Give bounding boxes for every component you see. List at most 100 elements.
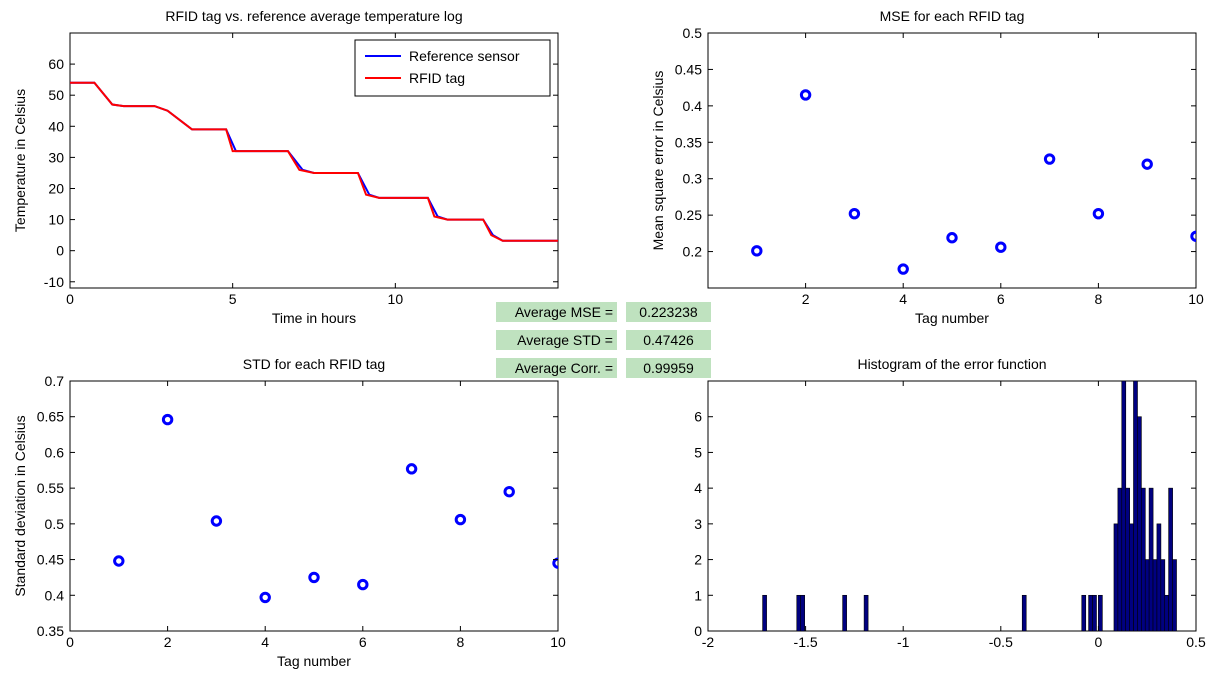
x-tick-label: 4 xyxy=(899,291,907,307)
y-tick-label: 0.5 xyxy=(45,516,65,532)
histogram-bar xyxy=(1156,523,1162,631)
y-tick-label: 60 xyxy=(48,56,64,72)
scatter-point xyxy=(210,515,223,527)
y-tick-label: 0.6 xyxy=(45,444,65,460)
scatter-point xyxy=(454,513,467,526)
y-tick-label: 1 xyxy=(694,587,702,603)
data-layer xyxy=(762,381,1177,631)
scatter-point xyxy=(751,245,763,257)
x-tick-label: -0.5 xyxy=(989,634,1013,650)
y-tick-label: 0.2 xyxy=(683,244,703,260)
histogram-bar xyxy=(1160,559,1166,631)
histogram-bar xyxy=(863,594,869,631)
histogram-bar xyxy=(1021,594,1027,631)
y-axis-label: Temperature in Celsius xyxy=(12,89,28,232)
x-tick-label: 6 xyxy=(997,291,1005,307)
scatter-point xyxy=(995,241,1007,253)
y-tick-label: 3 xyxy=(694,516,702,532)
histogram-bar xyxy=(1088,594,1093,631)
y-tick-label: 0.25 xyxy=(675,207,702,223)
x-axis-label: Tag number xyxy=(277,653,351,669)
y-tick-label: 0.4 xyxy=(683,98,703,114)
x-tick-label: 10 xyxy=(388,291,404,307)
y-tick-label: 0.65 xyxy=(37,409,64,425)
histogram-bar xyxy=(1133,381,1138,631)
histogram-bar xyxy=(1144,559,1150,631)
y-tick-label: 0.5 xyxy=(683,25,703,41)
histogram-bar xyxy=(842,594,847,631)
legend-label: RFID tag xyxy=(409,70,465,86)
y-tick-label: 0 xyxy=(56,243,64,259)
series-line-2 xyxy=(70,81,558,242)
histogram-bar xyxy=(1121,381,1127,631)
x-tick-label: 0 xyxy=(66,291,74,307)
x-tick-label: 2 xyxy=(802,291,810,307)
scatter-point xyxy=(1190,230,1196,242)
x-tick-label: -2 xyxy=(702,634,715,650)
data-layer xyxy=(751,89,1196,275)
x-tick-label: 6 xyxy=(359,634,367,650)
y-tick-label: 0.45 xyxy=(675,61,702,77)
avg-std-value: 0.47426 xyxy=(626,330,711,350)
x-tick-label: 5 xyxy=(229,291,237,307)
scatter-point xyxy=(113,555,125,567)
histogram-bar xyxy=(1113,523,1119,631)
y-tick-label: 0 xyxy=(694,623,702,639)
scatter-point xyxy=(946,232,958,244)
y-tick-label: 0.7 xyxy=(45,373,65,389)
histogram-bar xyxy=(1168,487,1173,631)
scatter-point xyxy=(897,263,909,275)
x-tick-label: 10 xyxy=(1188,291,1204,307)
legend: Reference sensor RFID tag xyxy=(354,39,551,97)
histogram-bar xyxy=(1098,594,1103,631)
avg-corr-value: 0.99959 xyxy=(626,358,711,378)
y-tick-label: 0.4 xyxy=(45,587,65,603)
y-tick-label: 0.35 xyxy=(675,134,702,150)
scatter-point xyxy=(1043,153,1056,165)
y-tick-label: 10 xyxy=(48,212,64,228)
chart-2: 2 4 6 8 10 0.2 0.25 0.3 0.35 0.4 0.45 0.5 MSE for ea… xyxy=(650,8,1204,326)
histogram-bar xyxy=(1152,559,1158,631)
chart-3: 0 2 4 6 8 10 0.35 0.4 0.45 0.5 0.55 0.6 0.65 0.7 STD f… xyxy=(12,356,566,669)
y-tick-label: 5 xyxy=(694,444,702,460)
x-tick-label: 0.5 xyxy=(1186,634,1206,650)
scatter-point xyxy=(552,557,558,569)
scatter-point xyxy=(1092,207,1105,220)
y-tick-label: 50 xyxy=(48,87,64,103)
x-tick-label: 8 xyxy=(457,634,465,650)
histogram-bar xyxy=(762,594,767,631)
y-tick-label: 0.3 xyxy=(683,171,703,187)
data-layer xyxy=(70,81,558,242)
scatter-point xyxy=(848,207,861,220)
avg-std-label: Average STD = xyxy=(496,330,617,350)
histogram-bar xyxy=(1117,487,1123,631)
y-tick-label: 4 xyxy=(694,480,702,496)
y-tick-label: 0.35 xyxy=(37,623,64,639)
chart-4: -2 -1.5 -1 -0.5 0 0.5 0 1 2 3 4 5 6 Histogram of the … xyxy=(694,356,1206,650)
y-tick-label: 0.55 xyxy=(37,480,64,496)
x-axis-label: Time in hours xyxy=(272,310,356,326)
x-tick-label: 10 xyxy=(550,634,566,650)
legend-label: Reference sensor xyxy=(409,48,520,64)
histogram-bar xyxy=(1172,559,1177,631)
y-axis-label: Standard deviation in Celsius xyxy=(12,415,28,596)
data-layer xyxy=(113,413,558,604)
plot-area xyxy=(69,380,559,632)
histogram-bar xyxy=(1125,487,1130,631)
avg-corr-label: Average Corr. = xyxy=(496,358,617,378)
histogram-bar xyxy=(1137,416,1142,631)
scatter-point xyxy=(161,413,174,426)
y-tick-label: 0.45 xyxy=(37,552,64,568)
chart-title: STD for each RFID tag xyxy=(243,356,385,372)
scatter-point xyxy=(357,578,369,591)
y-axis-label: Mean square error in Celsius xyxy=(650,71,666,251)
x-tick-label: 8 xyxy=(1095,291,1103,307)
histogram-bar xyxy=(1148,487,1154,631)
scatter-point xyxy=(259,591,271,604)
x-axis-label: Tag number xyxy=(915,310,989,326)
y-tick-label: -10 xyxy=(44,274,64,290)
histogram-bar xyxy=(1129,523,1134,631)
scatter-point xyxy=(503,486,515,498)
